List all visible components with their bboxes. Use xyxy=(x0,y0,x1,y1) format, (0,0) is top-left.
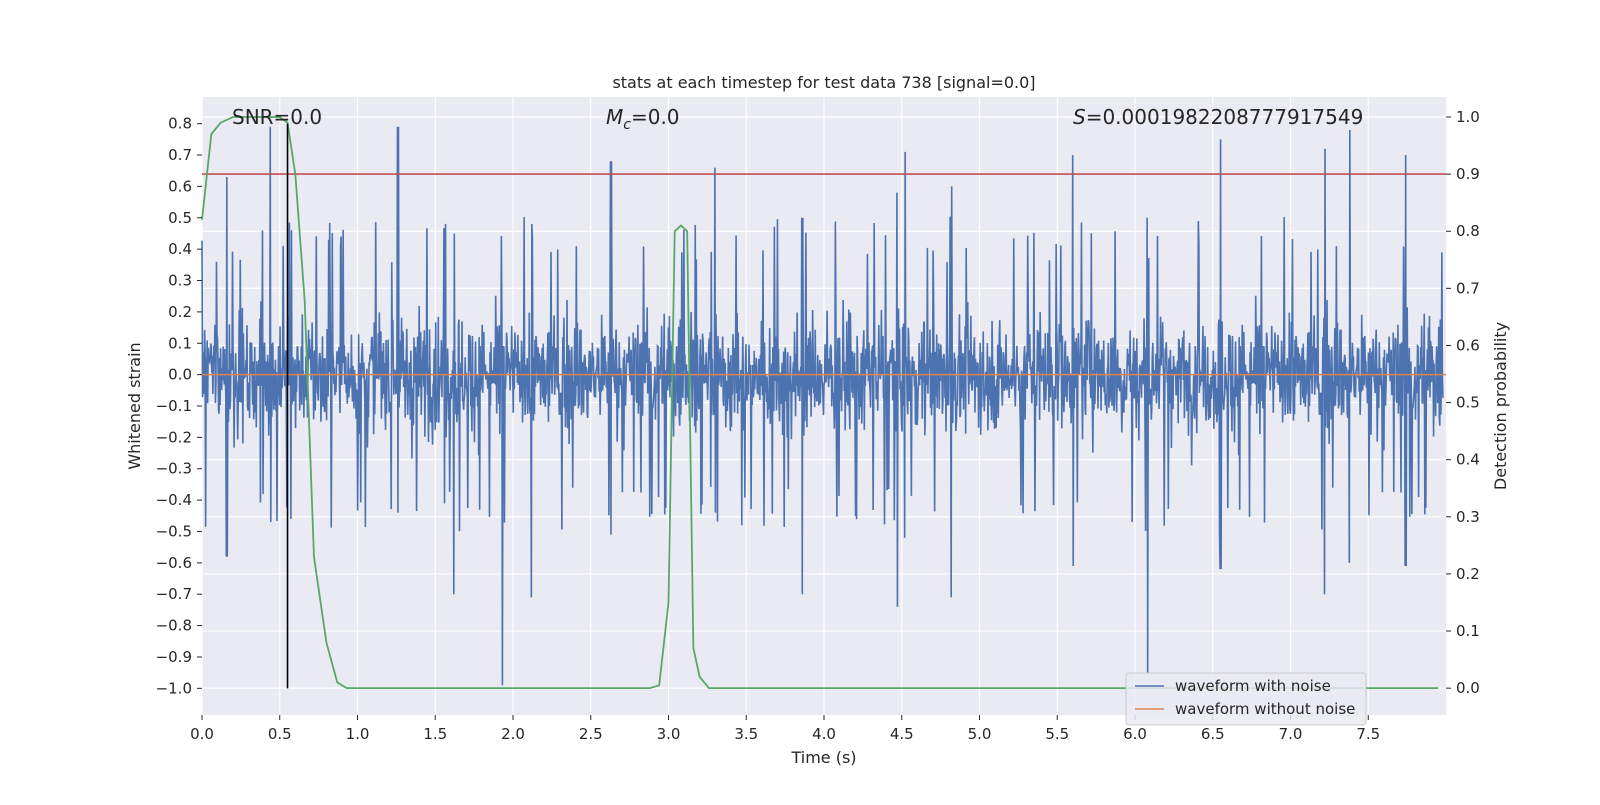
y-right-tick-label: 0.9 xyxy=(1456,165,1480,183)
legend-noise-label: waveform with noise xyxy=(1175,677,1331,695)
x-tick-label: 3.5 xyxy=(734,725,758,743)
legend: waveform with noise waveform without noi… xyxy=(1125,672,1367,726)
y-left-tick-label: −1.0 xyxy=(156,679,192,697)
y-left-tick-label: 0.0 xyxy=(168,366,192,384)
y-right-tick-label: 0.6 xyxy=(1456,336,1480,354)
y-right-tick-label: 0.5 xyxy=(1456,394,1480,412)
snr-annotation: SNR=0.0 xyxy=(232,105,322,129)
s-symbol: S xyxy=(1073,105,1086,129)
y-left-tick-label: 0.8 xyxy=(168,115,192,133)
y-axis-label-left: Whitened strain xyxy=(125,342,144,469)
y-left-tick-label: −0.9 xyxy=(156,648,192,666)
y-axis-label-right: Detection probability xyxy=(1491,322,1510,490)
y-right-tick-label: 0.4 xyxy=(1456,451,1480,469)
chirp-mass-symbol: M xyxy=(606,105,623,129)
y-left-tick-label: 0.6 xyxy=(168,177,192,195)
y-left-tick-label: −0.8 xyxy=(156,617,192,635)
detection-probability-line xyxy=(201,116,1439,690)
detection-probability-series xyxy=(201,116,1439,690)
y-right-tick-label: 0.8 xyxy=(1456,222,1480,240)
x-tick-label: 2.0 xyxy=(501,725,525,743)
y-left-tick-label: 0.4 xyxy=(168,240,192,258)
axes: 0.0 0.5 1.0 1.5 2.0 2.5 3.0 3.5 4.0 4.5 5.0 5.5 6.0 6… xyxy=(156,108,1480,743)
x-tick-label: 6.0 xyxy=(1123,725,1147,743)
y-left-tick-label: −0.7 xyxy=(156,585,192,603)
y-left-tick-label: −0.6 xyxy=(156,554,192,572)
x-axis-label: Time (s) xyxy=(790,748,856,767)
waveform-with-noise-series xyxy=(201,126,1444,686)
x-tick-label: 2.5 xyxy=(579,725,603,743)
x-tick-label: 4.5 xyxy=(890,725,914,743)
chirp-mass-annotation: Mc=0.0 xyxy=(606,105,680,133)
legend-box xyxy=(1125,672,1367,726)
x-tick-label: 5.0 xyxy=(968,725,992,743)
y-left-tick-label: −0.4 xyxy=(156,491,192,509)
x-tick-label: 4.0 xyxy=(812,725,836,743)
y-right-tick-label: 0.2 xyxy=(1456,565,1480,583)
legend-clean-label: waveform without noise xyxy=(1175,700,1355,718)
x-tick-label: 6.5 xyxy=(1201,725,1225,743)
x-tick-label: 0.5 xyxy=(268,725,292,743)
waveform-with-noise-line xyxy=(201,126,1444,686)
x-tick-label: 7.0 xyxy=(1279,725,1303,743)
y-left-tick-label: 0.2 xyxy=(168,303,192,321)
y-left-tick-label: −0.1 xyxy=(156,397,192,415)
y-left-tick-label: −0.5 xyxy=(156,522,192,540)
s-annotation: S=0.0001982208777917549 xyxy=(1073,105,1363,129)
y-left-tick-label: 0.3 xyxy=(168,272,192,290)
chirp-mass-subscript: c xyxy=(623,117,631,133)
x-tick-label: 5.5 xyxy=(1045,725,1069,743)
x-tick-label: 3.0 xyxy=(657,725,681,743)
y-left-tick-label: −0.3 xyxy=(156,460,192,478)
x-tick-label: 7.5 xyxy=(1356,725,1380,743)
y-left-tick-label: 0.1 xyxy=(168,334,192,352)
y-right-tick-label: 0.1 xyxy=(1456,622,1480,640)
y-left-tick-label: 0.7 xyxy=(168,146,192,164)
chirp-mass-value: =0.0 xyxy=(631,105,680,129)
y-right-tick-label: 0.0 xyxy=(1456,679,1480,697)
x-tick-label: 1.5 xyxy=(423,725,447,743)
y-left-tick-label: −0.2 xyxy=(156,428,192,446)
y-right-tick-label: 0.7 xyxy=(1456,279,1480,297)
y-right-tick-label: 1.0 xyxy=(1456,108,1480,126)
x-tick-label: 0.0 xyxy=(190,725,214,743)
chart-title: stats at each timestep for test data 738… xyxy=(612,73,1035,92)
y-right-tick-label: 0.3 xyxy=(1456,508,1480,526)
s-value: =0.0001982208777917549 xyxy=(1086,105,1364,129)
x-tick-label: 1.0 xyxy=(346,725,370,743)
y-left-tick-label: 0.5 xyxy=(168,209,192,227)
